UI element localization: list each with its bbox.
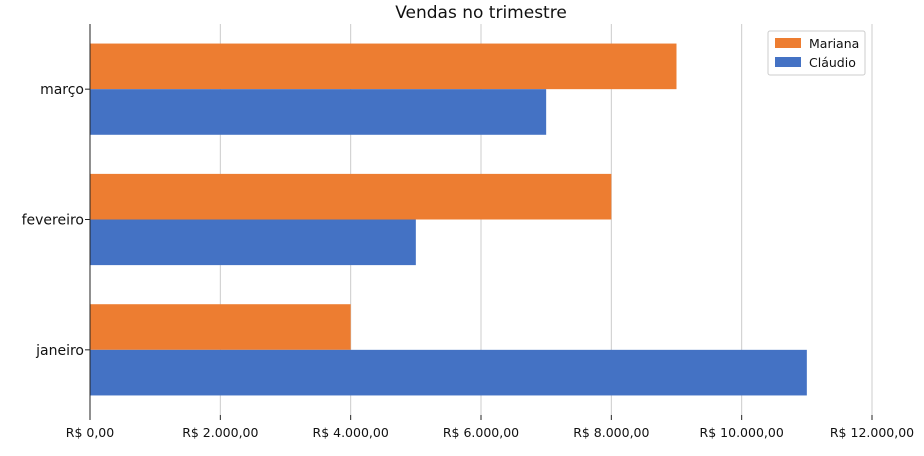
bar-mariana-maro [90, 43, 677, 90]
x-tick-label: R$ 6.000,00 [443, 425, 519, 440]
bars [90, 43, 807, 396]
x-tick-label: R$ 2.000,00 [182, 425, 258, 440]
category-label: janeiro [35, 343, 84, 359]
category-label: março [40, 82, 84, 98]
bar-cludio-fevereiro [90, 219, 416, 266]
x-tick-label: R$ 12.000,00 [830, 425, 914, 440]
bar-mariana-fevereiro [90, 173, 612, 220]
x-tick-label: R$ 8.000,00 [573, 425, 649, 440]
x-tick-label: R$ 4.000,00 [313, 425, 389, 440]
legend-swatch [775, 57, 801, 67]
legend-label: Mariana [809, 36, 859, 51]
value-axis: R$ 0,00 R$ 2.000,00 R$ 4.000,00 R$ 6.000,00… [66, 415, 914, 440]
x-tick-label: R$ 10.000,00 [700, 425, 784, 440]
legend: Mariana Cláudio [767, 30, 866, 76]
category-axis: janeiro fevereiro março [22, 82, 90, 359]
legend-label: Cláudio [809, 55, 856, 70]
bar-mariana-janeiro [90, 304, 351, 350]
bar-cludio-maro [90, 89, 547, 135]
bar-cludio-janeiro [90, 349, 807, 396]
category-label: fevereiro [22, 213, 84, 229]
x-tick-label: R$ 0,00 [66, 425, 114, 440]
legend-swatch [775, 38, 801, 48]
chart-title: Vendas no trimestre [395, 3, 567, 23]
